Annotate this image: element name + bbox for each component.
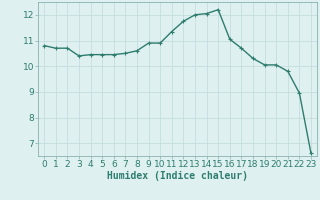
X-axis label: Humidex (Indice chaleur): Humidex (Indice chaleur) <box>107 171 248 181</box>
